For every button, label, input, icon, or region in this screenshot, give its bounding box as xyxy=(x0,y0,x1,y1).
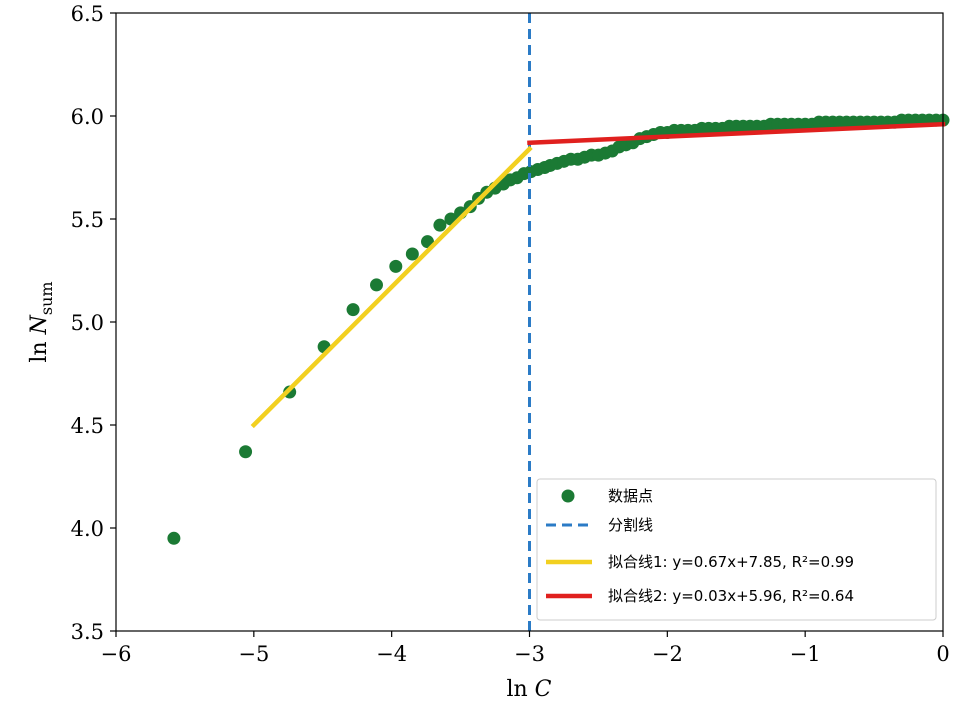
data-point xyxy=(389,259,403,273)
data-point xyxy=(167,531,181,545)
x-tick-label: −6 xyxy=(101,642,132,666)
y-tick-label: 4.0 xyxy=(71,517,104,541)
legend-box xyxy=(536,478,937,621)
x-tick-label: −4 xyxy=(376,642,407,666)
legend-label-split: 分割线 xyxy=(608,516,653,534)
data-point xyxy=(239,445,253,459)
y-tick-label: 3.5 xyxy=(71,620,104,644)
legend-marker-points xyxy=(561,489,575,503)
fit2-line xyxy=(527,121,946,146)
x-axis-label: ln C xyxy=(506,677,551,702)
legend-label-fit2: 拟合线2: y=0.03x+5.96, R²=0.64 xyxy=(608,587,854,605)
plot-marks xyxy=(167,13,950,631)
axis-ticks: −6 −5 −4 −3 −2 −1 0 3.5 4.0 4.5 5.0 5.5 6.0 6.5 xyxy=(71,2,950,666)
x-tick-label: −2 xyxy=(652,642,683,666)
data-point xyxy=(370,278,384,292)
svg-text:ln Nsum: ln Nsum xyxy=(27,281,56,362)
x-tick-label: 0 xyxy=(936,642,949,666)
y-axis-label: ln Nsum xyxy=(27,281,56,362)
x-axis-label-c: C xyxy=(535,677,552,702)
data-point xyxy=(405,247,419,261)
data-point xyxy=(346,303,360,317)
y-tick-label: 6.0 xyxy=(71,105,104,129)
y-tick-label: 4.5 xyxy=(71,414,104,438)
y-tick-label: 5.5 xyxy=(71,208,104,232)
y-tick-label: 6.5 xyxy=(71,2,104,26)
y-axis-label-ln: ln xyxy=(27,334,52,362)
y-axis-label-n: N xyxy=(27,314,52,335)
data-point xyxy=(433,218,447,232)
x-axis-label-ln: ln xyxy=(506,677,534,702)
x-tick-label: −5 xyxy=(238,642,269,666)
x-tick-label: −3 xyxy=(514,642,545,666)
y-tick-label: 5.0 xyxy=(71,311,104,335)
legend-label-fit1: 拟合线1: y=0.67x+7.85, R²=0.99 xyxy=(608,553,854,571)
legend-label-points: 数据点 xyxy=(608,487,653,505)
fit1-line xyxy=(250,145,533,429)
y-axis-label-sub: sum xyxy=(37,281,56,315)
x-tick-label: −1 xyxy=(790,642,821,666)
